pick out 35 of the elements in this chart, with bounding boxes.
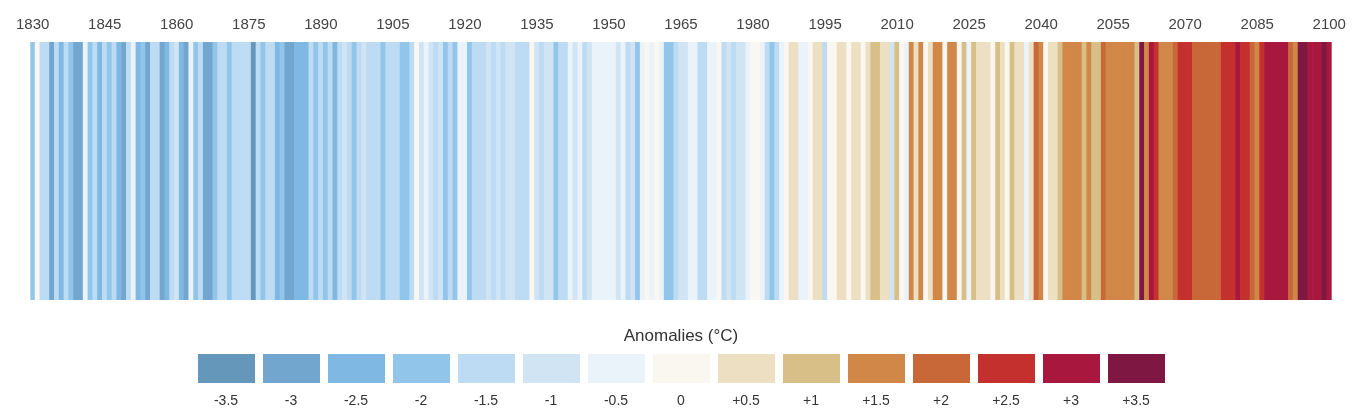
color-bar-label: -3 xyxy=(283,392,299,408)
color-bar-label: +1.5 xyxy=(861,392,891,408)
x-tick-label: 1980 xyxy=(736,15,770,33)
x-tick-label: 2040 xyxy=(1024,15,1058,33)
color-bar-label: +3 xyxy=(1062,392,1080,408)
color-bar-label: +2.5 xyxy=(991,392,1021,408)
color-bar-label: -3.5 xyxy=(212,392,240,408)
x-tick-label: 2010 xyxy=(880,15,914,33)
x-tick-label: 1935 xyxy=(520,15,554,33)
x-tick-label: 2025 xyxy=(952,15,986,33)
color-bar-label: -1 xyxy=(543,392,559,408)
color-bar-label: -0.5 xyxy=(602,392,630,408)
color-bar-label: +3.5 xyxy=(1121,392,1151,408)
x-tick-label: 2100 xyxy=(1312,15,1346,33)
x-tick-label: 2055 xyxy=(1096,15,1130,33)
color-bar-label: +0.5 xyxy=(731,392,761,408)
x-tick-label: 1995 xyxy=(808,15,842,33)
color-bar-label: -2 xyxy=(413,392,429,408)
color-bar-label: 0 xyxy=(676,392,686,408)
color-bar-label: +2 xyxy=(932,392,950,408)
x-tick-label: 1845 xyxy=(88,15,122,33)
x-tick-label: 2070 xyxy=(1168,15,1202,33)
x-tick-label: 1860 xyxy=(160,15,194,33)
x-tick-label: 1920 xyxy=(448,15,482,33)
x-tick-label: 1890 xyxy=(304,15,338,33)
x-tick-label: 1905 xyxy=(376,15,410,33)
x-tick-label: 1830 xyxy=(16,15,50,33)
x-tick-label: 2085 xyxy=(1240,15,1274,33)
x-tick-label: 1950 xyxy=(592,15,626,33)
x-tick-label: 1965 xyxy=(664,15,698,33)
x-tick-label: 1875 xyxy=(232,15,266,33)
color-bar-label: +1 xyxy=(802,392,820,408)
color-bar-title: Anomalies (°C) xyxy=(623,326,739,345)
color-bar-label: -2.5 xyxy=(342,392,370,408)
color-bar-label: -1.5 xyxy=(472,392,500,408)
